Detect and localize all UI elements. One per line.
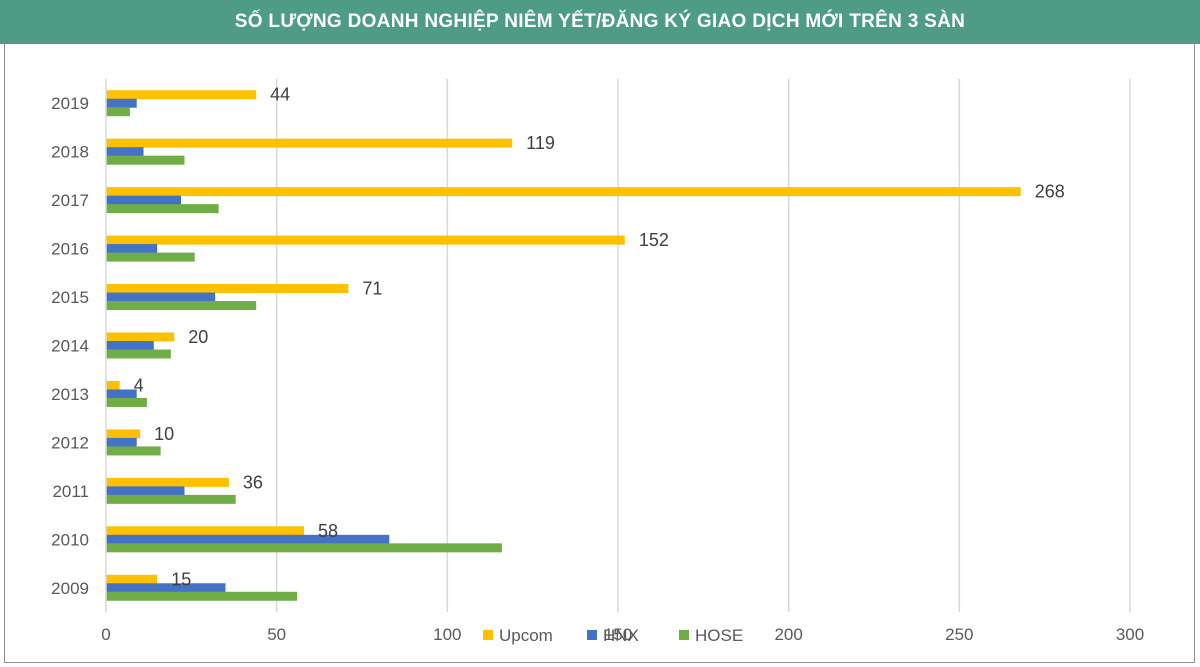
- bar-upcom-2014: [106, 332, 175, 342]
- y-tick-label: 2019: [51, 94, 89, 113]
- bar-hose-2017: [106, 204, 219, 214]
- bar-upcom-2012: [106, 429, 141, 439]
- bar-hnx-2019: [106, 98, 137, 108]
- x-tick-label: 150: [604, 625, 632, 644]
- data-label-upcom-2018: 119: [526, 133, 555, 153]
- bar-hnx-2015: [106, 292, 216, 302]
- y-tick-label: 2015: [51, 288, 89, 307]
- bar-hose-2012: [106, 446, 161, 456]
- legend-label-upcom: Upcom: [499, 626, 553, 645]
- bar-hose-2015: [106, 301, 257, 311]
- legend-label-hose: HOSE: [695, 626, 743, 645]
- x-tick-label: 0: [101, 625, 110, 644]
- bar-hose-2009: [106, 591, 298, 601]
- bar-hose-2011: [106, 494, 236, 504]
- legend-label-hnx: HNX: [603, 626, 639, 645]
- y-tick-label: 2017: [51, 191, 89, 210]
- data-label-upcom-2019: 44: [270, 85, 290, 105]
- data-label-upcom-2013: 4: [134, 375, 144, 395]
- bar-hnx-2017: [106, 195, 182, 205]
- y-tick-label: 2013: [51, 385, 89, 404]
- data-label-upcom-2011: 36: [243, 472, 263, 492]
- bar-hnx-2018: [106, 147, 144, 157]
- bar-hose-2016: [106, 252, 195, 262]
- bar-upcom-2017: [106, 187, 1021, 197]
- bar-hnx-2009: [106, 583, 226, 593]
- bar-upcom-2010: [106, 526, 304, 536]
- x-tick-label: 200: [774, 625, 802, 644]
- data-label-upcom-2016: 152: [639, 230, 669, 250]
- y-tick-label: 2011: [52, 482, 89, 501]
- x-tick-label: 300: [1116, 625, 1144, 644]
- bar-upcom-2011: [106, 477, 229, 487]
- bar-upcom-2019: [106, 90, 257, 100]
- axes: 0 50 100 150 200 250 3002019201820172016201520…: [51, 79, 1144, 644]
- x-tick-label: 100: [433, 625, 461, 644]
- y-tick-label: 2012: [51, 433, 89, 452]
- y-tick-label: 2016: [51, 240, 89, 259]
- y-tick-label: 2018: [51, 143, 89, 162]
- bar-hnx-2013: [106, 389, 137, 399]
- bar-hose-2019: [106, 107, 130, 117]
- bar-chart: 0 50 100 150 200 250 3002019201820172016201520…: [51, 79, 1144, 645]
- bar-hose-2014: [106, 349, 171, 359]
- bar-hose-2010: [106, 543, 502, 553]
- bars: [106, 90, 1021, 601]
- bar-hose-2018: [106, 155, 185, 165]
- chart-panel: 0 50 100 150 200 250 300 2019 2018 2017 2016 2015 20…: [4, 44, 1195, 663]
- bar-upcom-2013: [106, 380, 120, 390]
- data-labels: 44 119 268 152 71 20 4 10 36 58 15: [134, 85, 1065, 590]
- y-tick-label: 2014: [51, 337, 89, 356]
- data-label-upcom-2012: 10: [154, 424, 174, 444]
- x-tick-label: 250: [945, 625, 973, 644]
- bar-hnx-2011: [106, 486, 185, 496]
- data-label-upcom-2010: 58: [318, 521, 338, 541]
- legend-swatch-upcom: [483, 630, 493, 640]
- legend: Upcom HNX HOSE: [483, 626, 743, 645]
- x-tick-label: 50: [267, 625, 286, 644]
- y-tick-label: 2010: [51, 530, 89, 549]
- gridlines: [275, 79, 1131, 612]
- bar-hnx-2016: [106, 244, 158, 254]
- chart-title: SỐ LƯỢNG DOANH NGHIỆP NIÊM YẾT/ĐĂNG KÝ G…: [0, 0, 1200, 44]
- bar-hnx-2012: [106, 437, 137, 447]
- bar-upcom-2016: [106, 235, 625, 245]
- legend-swatch-hnx: [587, 630, 597, 640]
- data-label-upcom-2014: 20: [188, 327, 208, 347]
- bar-hose-2013: [106, 397, 147, 407]
- data-label-upcom-2017: 268: [1035, 182, 1065, 202]
- data-label-upcom-2015: 71: [362, 279, 382, 299]
- y-tick-label: 2009: [51, 579, 89, 598]
- bar-upcom-2015: [106, 284, 349, 294]
- data-label-upcom-2009: 15: [171, 569, 191, 589]
- bar-hnx-2010: [106, 534, 390, 544]
- bar-upcom-2018: [106, 138, 513, 148]
- bar-upcom-2009: [106, 574, 158, 584]
- bar-hnx-2014: [106, 341, 154, 350]
- legend-swatch-hose: [679, 630, 689, 640]
